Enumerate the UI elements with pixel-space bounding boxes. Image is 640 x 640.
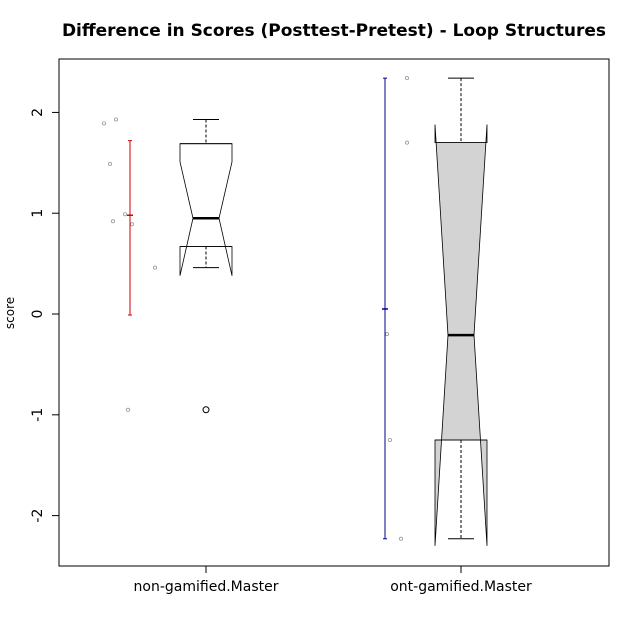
y-tick-label: 1 xyxy=(30,209,46,218)
jitter-point xyxy=(404,76,409,81)
jitter-point xyxy=(152,265,157,270)
x-tick-label: non-gamified.Master xyxy=(134,579,279,595)
jitter-point xyxy=(114,117,119,122)
chart-title: Difference in Scores (Posttest-Pretest) … xyxy=(62,21,606,41)
chart-marks: -2 -1 0 1 2 non-gamified.Master ont-gamified.M… xyxy=(30,76,532,595)
jitter-point xyxy=(384,332,389,337)
jitter-point xyxy=(129,222,134,227)
y-tick-label: 0 xyxy=(30,310,46,319)
jitter-point xyxy=(126,407,131,412)
jitter-point xyxy=(123,212,128,217)
y-tick-label: 2 xyxy=(30,108,46,117)
notched-box xyxy=(179,143,233,276)
jitter-point xyxy=(111,219,116,224)
jitter-point xyxy=(102,121,107,126)
x-tick-label: ont-gamified.Master xyxy=(390,579,532,595)
plot-area-frame xyxy=(58,58,610,567)
jitter-point xyxy=(398,536,403,541)
jitter-point xyxy=(387,438,392,443)
y-tick-label: -2 xyxy=(30,509,46,523)
outlier-point xyxy=(202,406,210,414)
y-tick-label: -1 xyxy=(30,408,46,422)
jitter-point xyxy=(404,140,409,145)
y-axis-label: score xyxy=(3,297,17,329)
jitter-point xyxy=(108,161,113,166)
